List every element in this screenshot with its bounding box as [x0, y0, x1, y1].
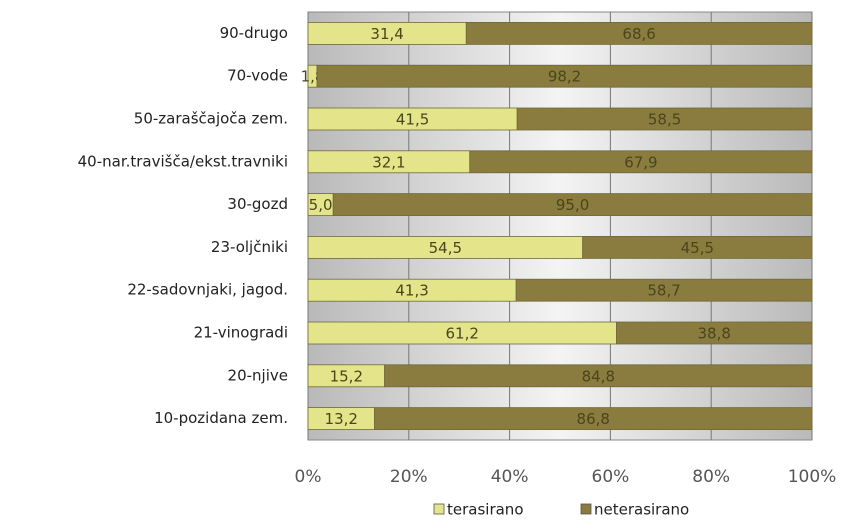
bar-segment: [582, 235, 813, 259]
value-label: 15,2: [330, 367, 363, 385]
value-label: 67,9: [624, 153, 657, 171]
value-label: 98,2: [548, 68, 581, 86]
value-label: 32,1: [372, 153, 405, 171]
value-label: 58,7: [647, 282, 680, 300]
value-label: 13,2: [325, 410, 358, 428]
value-label: 58,5: [648, 111, 681, 129]
y-tick-label: 22-sadovnjaki, jagod.: [127, 281, 288, 299]
value-label: 41,3: [395, 282, 428, 300]
bar-segment: [516, 107, 813, 131]
bar-segment: [316, 64, 813, 88]
x-tick-label: 0%: [295, 467, 322, 487]
x-tick-label: 60%: [592, 467, 630, 487]
value-label: 54,5: [429, 239, 462, 257]
legend-label: terasirano: [447, 501, 524, 519]
y-tick-label: 50-zaraščajoča zem.: [134, 110, 288, 128]
value-label: 5,0: [309, 196, 333, 214]
value-label: 86,8: [577, 410, 610, 428]
value-label: 41,5: [396, 111, 429, 129]
y-tick-label: 30-gozd: [227, 195, 288, 213]
bar-segment: [374, 407, 813, 431]
y-tick-label: 23-oljčniki: [211, 238, 288, 256]
x-tick-label: 40%: [491, 467, 529, 487]
y-tick-label: 10-pozidana zem.: [154, 409, 288, 427]
y-tick-label: 40-nar.travišča/ekst.travniki: [78, 152, 288, 170]
x-tick-label: 20%: [390, 467, 428, 487]
x-tick-label: 80%: [692, 467, 730, 487]
legend-label: neterasirano: [594, 501, 689, 519]
bar-segment: [332, 193, 813, 217]
bar-segment: [384, 364, 813, 388]
y-tick-label: 90-drugo: [220, 24, 288, 42]
legend-swatch: [433, 503, 445, 515]
value-label: 45,5: [681, 239, 714, 257]
value-label: 68,6: [622, 25, 655, 43]
value-label: 38,8: [698, 325, 731, 343]
x-tick-label: 100%: [788, 467, 837, 487]
y-tick-label: 20-njive: [228, 366, 288, 384]
bar-segment: [515, 278, 813, 302]
legend-swatch: [580, 503, 592, 515]
value-label: 84,8: [582, 367, 615, 385]
bar-segment: [465, 21, 813, 45]
value-label: 31,4: [370, 25, 403, 43]
y-tick-label: 70-vode: [227, 67, 288, 85]
bar-segment: [616, 321, 813, 345]
value-label: 95,0: [556, 196, 589, 214]
y-tick-label: 21-vinogradi: [194, 324, 288, 342]
bar-segment: [469, 150, 813, 174]
value-label: 61,2: [446, 325, 479, 343]
